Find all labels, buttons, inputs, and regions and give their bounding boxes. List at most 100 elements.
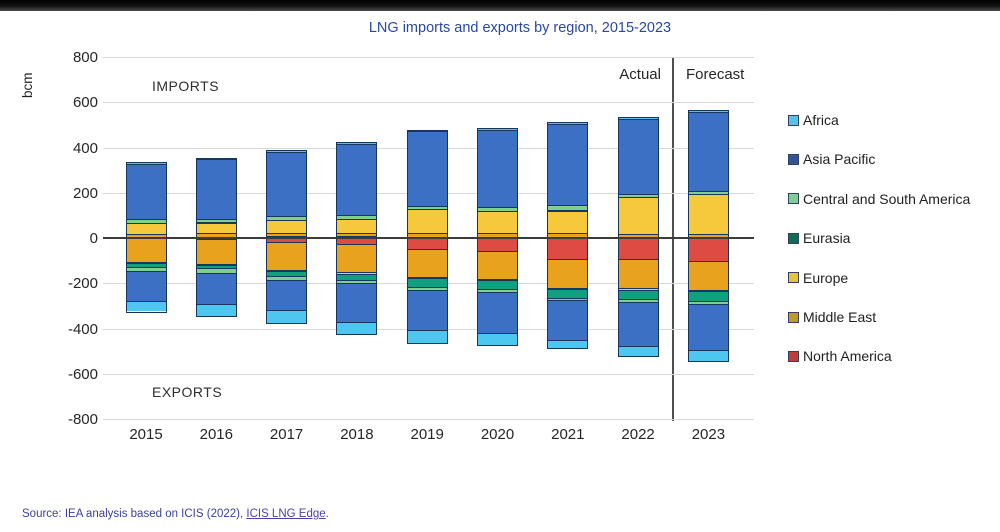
- bar-segment-africa: [548, 122, 588, 124]
- source-link[interactable]: ICIS LNG Edge: [246, 508, 326, 520]
- y-tick-label: -400: [67, 320, 98, 338]
- source-suffix: .: [325, 508, 329, 520]
- bar-segment-central-and-south-america: [548, 205, 588, 211]
- bar-segment-asia-pacific: [196, 159, 236, 220]
- y-axis-unit-label: bcm: [20, 72, 35, 98]
- bar-segment-central-and-south-america: [267, 275, 307, 280]
- bar-segment-europe: [548, 210, 588, 234]
- bar-segment-europe: [478, 211, 517, 233]
- bar-segment-europe: [688, 289, 728, 292]
- bar-segment-central-and-south-america: [618, 194, 658, 198]
- legend-swatch: [788, 350, 799, 362]
- bar-segment-middle-east: [548, 259, 588, 288]
- gridline: [103, 419, 754, 420]
- gridline: [103, 57, 754, 58]
- bar-segment-central-and-south-america: [126, 266, 166, 272]
- bar-segment-asia-pacific: [126, 271, 166, 302]
- bar-segment-asia-pacific: [126, 163, 166, 220]
- bar-segment-africa: [618, 118, 658, 119]
- bar-segment-central-and-south-america: [688, 301, 728, 305]
- bar-segment-middle-east: [478, 232, 517, 237]
- bar-segment-europe: [267, 269, 307, 272]
- bar-segment-north-america: [478, 237, 517, 252]
- bar-segment-asia-pacific: [688, 112, 728, 192]
- bar-segment-africa: [688, 111, 728, 113]
- y-tick-label: -600: [67, 365, 98, 383]
- bar-segment-north-america: [548, 237, 588, 260]
- bar-segment-middle-east: [196, 233, 236, 237]
- bar-segment-asia-pacific: [688, 304, 728, 350]
- source-note: Source: IEA analysis based on ICIS (2022…: [22, 508, 329, 520]
- exports-annotation: EXPORTS: [152, 384, 223, 400]
- legend-item-eurasia: Eurasia: [788, 228, 850, 248]
- x-tick-label-2019: 2019: [410, 426, 444, 443]
- bar-segment-central-and-south-america: [337, 215, 377, 220]
- source-text: Source: IEA analysis based on ICIS (2022…: [22, 508, 247, 520]
- actual-forecast-divider-line: [672, 57, 674, 421]
- bar-segment-europe: [688, 194, 728, 234]
- bar-segment-middle-east: [407, 248, 447, 278]
- bar-segment-asia-pacific: [618, 301, 658, 347]
- x-tick-label-2021: 2021: [551, 426, 585, 443]
- x-tick-label-2023: 2023: [691, 426, 726, 443]
- bar-segment-asia-pacific: [618, 118, 658, 195]
- bar-segment-eurasia: [337, 273, 377, 280]
- bar-segment-europe: [196, 222, 236, 234]
- bar-segment-africa: [478, 129, 517, 131]
- bar-segment-africa: [267, 150, 307, 152]
- legend-label: Africa: [803, 112, 839, 128]
- bar-segment-central-and-south-america: [196, 219, 236, 223]
- bar-2021: [547, 121, 589, 349]
- bar-segment-eurasia: [267, 271, 307, 276]
- bar-segment-asia-pacific: [548, 299, 588, 340]
- bar-segment-asia-pacific: [407, 290, 447, 331]
- bar-segment-asia-pacific: [337, 143, 377, 216]
- bar-segment-africa: [196, 158, 236, 160]
- bar-segment-north-america: [618, 237, 658, 260]
- bar-segment-europe: [407, 209, 447, 233]
- chart-title: LNG imports and exports by region, 2015-…: [368, 20, 672, 36]
- legend-swatch: [788, 272, 799, 284]
- legend-item-asia-pacific: Asia Pacific: [788, 149, 875, 169]
- legend-label: Central and South America: [803, 190, 971, 207]
- legend-label: Eurasia: [803, 230, 851, 247]
- bar-segment-africa: [407, 330, 447, 344]
- bar-segment-north-america: [267, 237, 307, 242]
- bar-segment-europe: [126, 262, 166, 264]
- legend-label: Europe: [803, 269, 849, 286]
- bar-segment-europe: [478, 278, 517, 280]
- bar-segment-middle-east: [688, 233, 728, 237]
- bar-segment-europe: [196, 263, 236, 266]
- bar-segment-europe: [126, 222, 166, 235]
- bar-segment-central-and-south-america: [126, 219, 166, 223]
- x-tick-label-2017: 2017: [269, 426, 304, 443]
- y-tick-label: -800: [67, 411, 98, 428]
- legend-swatch: [788, 153, 799, 165]
- bar-segment-asia-pacific: [267, 279, 307, 311]
- x-tick-label-2016: 2016: [199, 426, 233, 443]
- bar-segment-africa: [267, 310, 307, 323]
- bar-segment-eurasia: [126, 263, 166, 267]
- legend-label: Asia Pacific: [803, 151, 876, 168]
- bar-segment-middle-east: [126, 238, 166, 263]
- bar-segment-asia-pacific: [407, 131, 447, 206]
- bar-segment-central-and-south-america: [618, 299, 658, 302]
- bar-segment-africa: [478, 332, 517, 346]
- bar-2023: [687, 110, 729, 363]
- bar-segment-eurasia: [618, 289, 658, 300]
- bar-segment-middle-east: [196, 238, 236, 264]
- bar-segment-eurasia: [407, 278, 447, 288]
- x-tick-label-2020: 2020: [480, 426, 515, 443]
- bar-segment-central-and-south-america: [548, 297, 588, 300]
- bar-segment-eurasia: [478, 279, 517, 290]
- bar-segment-eurasia: [688, 291, 728, 302]
- x-tick-label-2018: 2018: [340, 426, 374, 443]
- bar-segment-asia-pacific: [478, 130, 517, 208]
- gridline: [103, 102, 754, 104]
- bar-segment-central-and-south-america: [478, 207, 517, 212]
- legend-swatch: [788, 311, 799, 323]
- bar-2018: [336, 141, 378, 336]
- legend-item-africa: Africa: [788, 110, 839, 130]
- bar-segment-europe: [407, 277, 447, 279]
- bar-segment-asia-pacific: [478, 291, 517, 333]
